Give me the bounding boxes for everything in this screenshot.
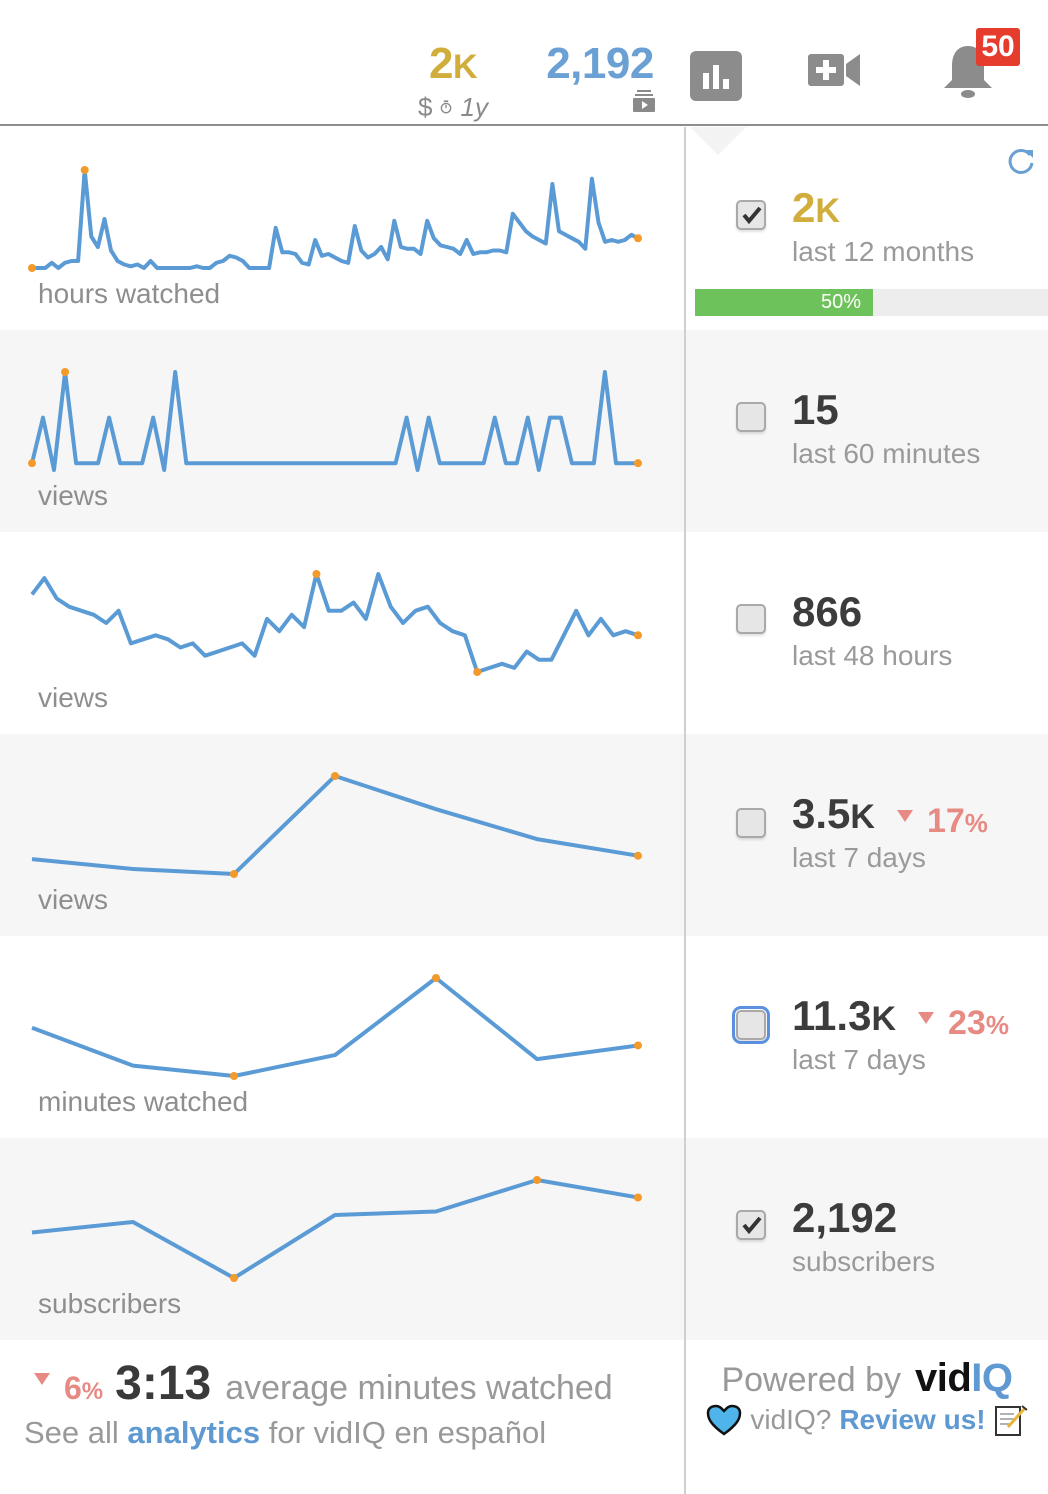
delta-unit: % <box>985 1010 1009 1040</box>
down-arrow-icon <box>896 810 913 822</box>
menu-pointer <box>690 127 746 155</box>
delta-value: 17% <box>927 797 988 847</box>
chart-label: views <box>38 682 109 713</box>
hours-unit: K <box>452 48 478 86</box>
see-all-line: See all analytics for vidIQ en español <box>24 1415 674 1451</box>
logo-iq: IQ <box>971 1356 1013 1400</box>
stat-row-hours-watched: hours watched 2K last 12 months <box>0 128 1048 330</box>
stat-period: last 7 days <box>792 842 926 873</box>
delta-indicator: 17% <box>896 797 988 847</box>
sparkline-chart <box>28 166 642 272</box>
memo-icon <box>994 1405 1028 1436</box>
sparkline-chart <box>30 570 642 676</box>
avg-delta-unit: % <box>81 1378 104 1405</box>
stat-unit: K <box>871 1000 896 1038</box>
stopwatch-icon <box>441 100 452 114</box>
stat-value: 15 <box>792 386 839 433</box>
chart-label: hours watched <box>38 278 221 309</box>
subscribers-stat[interactable]: 2,192 <box>538 38 662 112</box>
logo-vid: vid <box>915 1356 972 1400</box>
stat-number: 11.3 <box>792 992 872 1039</box>
period-label: 1y <box>460 92 488 122</box>
stat-number: 3.5 <box>792 790 851 837</box>
stat-unit: K <box>815 192 840 230</box>
stat-value: 2K <box>792 184 840 235</box>
chart-label: views <box>38 884 109 915</box>
progress-fill: 50% <box>695 289 873 316</box>
stat-row-views-60min: views 15 last 60 minutes <box>0 330 1048 532</box>
row-checkbox[interactable] <box>736 604 766 634</box>
subscribers-meta <box>538 90 662 112</box>
avg-time: 3:13 <box>115 1357 212 1410</box>
chart-label: subscribers <box>38 1288 182 1319</box>
review-prefix: vidIQ? <box>750 1404 832 1435</box>
stat-unit: K <box>850 798 875 836</box>
stat-value: 3.5K 17% <box>792 790 988 847</box>
top-toolbar: 2K $ 1y 2,192 50 <box>0 0 1048 126</box>
stat-value: 866 <box>792 588 863 635</box>
avg-delta-number: 6 <box>64 1370 82 1406</box>
row-checkbox[interactable] <box>736 1210 766 1240</box>
avg-delta: 6% <box>64 1370 103 1407</box>
delta-indicator: 23% <box>918 999 1009 1049</box>
row-checkbox[interactable] <box>732 1006 770 1044</box>
stat-row-minutes-watched: minutes watched 11.3K 23% last 7 days <box>0 936 1048 1138</box>
hours-value: 2K <box>418 38 488 93</box>
sparkline-chart <box>31 974 642 1080</box>
sparkline-chart <box>28 368 642 472</box>
stat-row-views-48h: views 866 last 48 hours <box>0 532 1048 734</box>
analytics-icon[interactable] <box>690 51 742 101</box>
hours-watched-stat[interactable]: 2K $ 1y <box>418 38 488 121</box>
stat-period: last 48 hours <box>792 640 953 671</box>
down-arrow-icon <box>918 1012 934 1024</box>
hours-meta: $ 1y <box>418 93 488 121</box>
refresh-icon[interactable] <box>1006 146 1036 176</box>
review-us-link[interactable]: Review us! <box>839 1404 986 1435</box>
stat-period: last 7 days <box>792 1044 926 1075</box>
youtube-subscriptions-icon <box>633 90 655 112</box>
stat-number: 2 <box>792 184 816 231</box>
sparkline-chart <box>31 1176 642 1282</box>
avg-label: average minutes watched <box>225 1369 613 1407</box>
review-line: vidIQ? Review us! <box>686 1403 1048 1437</box>
chart-label: views <box>38 480 109 511</box>
dollar-icon: $ <box>418 92 433 122</box>
delta-value: 23% <box>948 999 1009 1049</box>
delta-number: 17 <box>926 802 965 840</box>
stat-row-views-7d: views 3.5K 17% last 7 days <box>0 734 1048 936</box>
subscribers-value: 2,192 <box>546 39 654 88</box>
vidiq-logo[interactable]: vidIQ <box>915 1356 1013 1401</box>
delta-unit: % <box>964 808 988 838</box>
stat-period: subscribers <box>792 1246 936 1277</box>
see-all-prefix: See all <box>24 1415 128 1450</box>
chart-label: minutes watched <box>38 1086 249 1117</box>
row-checkbox[interactable] <box>736 808 766 838</box>
see-all-suffix: for vidIQ en español <box>260 1415 547 1450</box>
stat-row-subscribers: subscribers 2,192 subscribers <box>0 1138 1048 1340</box>
notifications-badge[interactable]: 50 <box>976 28 1020 66</box>
powered-by: Powered by vidIQ <box>686 1356 1048 1401</box>
down-arrow-icon <box>34 1373 50 1385</box>
row-checkbox[interactable] <box>736 200 766 230</box>
row-checkbox[interactable] <box>736 402 766 432</box>
delta-number: 23 <box>948 1004 986 1042</box>
analytics-link[interactable]: analytics <box>127 1415 261 1450</box>
powered-by-text: Powered by <box>721 1361 901 1399</box>
progress-bar: 50% <box>695 289 1048 316</box>
footer-branding: Powered by vidIQ vidIQ? Review us! <box>686 1356 1048 1437</box>
add-video-icon[interactable] <box>808 52 862 88</box>
footer-summary: 6% 3:13 average minutes watched See all … <box>24 1356 674 1451</box>
stat-period: last 60 minutes <box>792 438 981 469</box>
stat-value: 11.3K 23% <box>792 992 1009 1049</box>
stat-period: last 12 months <box>792 236 975 267</box>
sparkline-chart <box>31 772 642 878</box>
hours-number: 2 <box>428 39 453 88</box>
stat-value: 2,192 <box>792 1194 898 1241</box>
average-minutes-line: 6% 3:13 average minutes watched <box>24 1356 674 1411</box>
heart-icon <box>707 1404 742 1436</box>
column-divider <box>684 127 686 1494</box>
